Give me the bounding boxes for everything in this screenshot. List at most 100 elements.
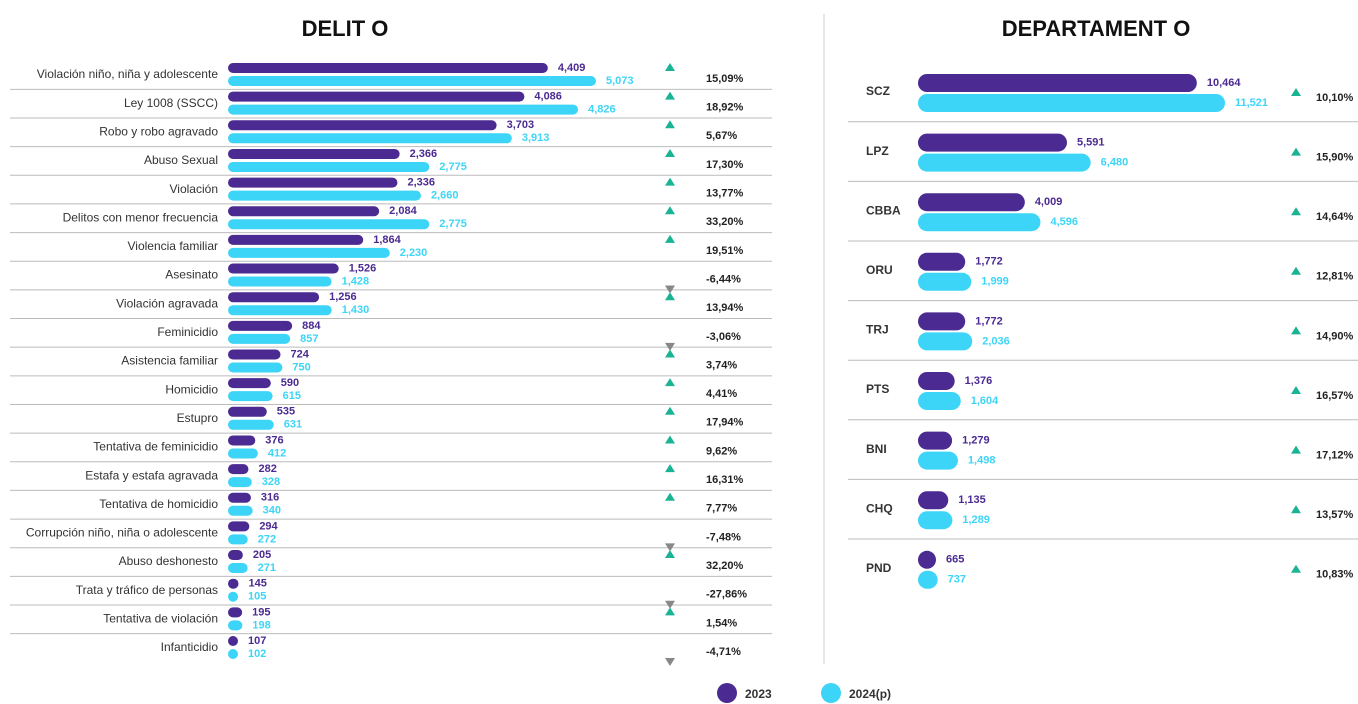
bar [228, 620, 243, 631]
bar [918, 511, 953, 530]
value-label: 1,604 [971, 395, 999, 407]
bar [228, 333, 291, 344]
value-label: 316 [261, 492, 279, 504]
legend-label: 2024(p) [849, 687, 891, 701]
bar [918, 431, 953, 450]
category-label: TRJ [866, 323, 889, 337]
value-label: 271 [258, 562, 276, 574]
bar [228, 247, 390, 258]
change-label: -27,86% [706, 589, 747, 601]
bar [918, 94, 1225, 112]
arrow-up [665, 492, 675, 501]
category-label: PTS [866, 382, 889, 396]
change-label: 10,83% [1316, 569, 1354, 581]
bar [918, 133, 1067, 152]
bar [228, 521, 250, 532]
value-label: 2,775 [439, 161, 467, 173]
bar [228, 190, 421, 201]
category-label: Corrupción niño, niña o adolescente [26, 526, 218, 540]
category-label: ORU [866, 263, 893, 277]
bar [918, 213, 1041, 232]
value-label: 4,086 [534, 91, 562, 103]
value-label: 2,036 [982, 335, 1010, 347]
value-label: 107 [248, 635, 266, 647]
change-label: 15,90% [1316, 152, 1354, 164]
arrow-up [665, 378, 675, 387]
value-label: 2,775 [439, 218, 467, 230]
arrow-up [1291, 326, 1301, 335]
change-label: 13,94% [706, 302, 744, 314]
bar [228, 104, 579, 115]
arrow-up [665, 91, 675, 100]
value-label: 724 [291, 348, 310, 360]
change-label: 12,81% [1316, 271, 1354, 283]
value-label: 1,376 [965, 375, 993, 387]
bar [918, 74, 1197, 92]
change-label: 3,74% [706, 359, 737, 371]
value-label: 1,135 [958, 494, 986, 506]
bar [228, 563, 248, 574]
category-label: CBBA [866, 203, 901, 217]
change-label: 18,92% [706, 102, 744, 114]
value-label: 1,772 [975, 315, 1003, 327]
bar [228, 419, 274, 430]
value-label: 4,009 [1035, 196, 1063, 208]
arrow-up [665, 464, 675, 473]
value-label: 4,409 [558, 62, 586, 74]
value-label: 11,521 [1235, 97, 1268, 109]
category-label: Violencia familiar [128, 239, 219, 253]
change-label: 14,90% [1316, 330, 1354, 342]
bar [918, 550, 936, 569]
value-label: 6,480 [1101, 157, 1129, 169]
value-label: 750 [292, 361, 310, 373]
change-label: -7,48% [706, 531, 741, 543]
arrow-up [1291, 88, 1301, 96]
bar [228, 391, 273, 402]
bar [918, 332, 973, 351]
change-label: 14,64% [1316, 211, 1354, 223]
bar [228, 607, 243, 618]
category-label: CHQ [866, 501, 893, 515]
change-label: 5,67% [706, 130, 737, 142]
change-label: 13,77% [706, 188, 744, 200]
value-label: 2,336 [407, 177, 435, 189]
category-label: Tentativa de homicidio [99, 497, 218, 511]
category-label: Violación agravada [116, 296, 218, 310]
bar [228, 276, 332, 287]
category-label: BNI [866, 442, 887, 456]
change-label: 17,30% [706, 159, 744, 171]
bar [228, 448, 258, 459]
category-label: Infanticidio [161, 640, 219, 654]
category-label: LPZ [866, 144, 889, 158]
value-label: 2,084 [389, 205, 417, 217]
value-label: 535 [277, 406, 295, 418]
category-label: Tentativa de violación [103, 612, 218, 626]
value-label: 1,289 [962, 514, 990, 526]
value-label: 195 [252, 606, 270, 618]
value-label: 5,073 [606, 75, 634, 87]
bar [228, 91, 525, 102]
value-label: 3,913 [522, 132, 550, 144]
bar [228, 120, 497, 131]
bar [228, 206, 380, 217]
value-label: 294 [259, 520, 278, 532]
arrow-up [665, 550, 675, 559]
change-label: 1,54% [706, 617, 737, 629]
value-label: 1,430 [342, 304, 370, 316]
bar [228, 349, 281, 360]
change-label: 10,10% [1316, 92, 1354, 104]
arrow-up [665, 177, 675, 186]
change-label: 33,20% [706, 216, 744, 228]
bar [228, 305, 332, 316]
value-label: 590 [281, 377, 299, 389]
value-label: 1,256 [329, 291, 357, 303]
value-label: 1,498 [968, 455, 996, 467]
change-label: 16,57% [1316, 390, 1354, 402]
legend-swatch [821, 683, 841, 703]
value-label: 2,660 [431, 190, 459, 202]
value-label: 340 [263, 505, 281, 517]
category-label: Tentativa de feminicidio [93, 440, 218, 454]
category-label: Abuso Sexual [144, 153, 218, 167]
arrow-down [665, 543, 675, 552]
bar [228, 550, 243, 561]
